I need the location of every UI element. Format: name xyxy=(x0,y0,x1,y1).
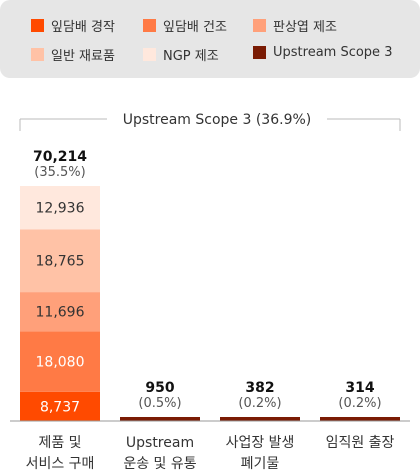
x-tick-label: 폐기물 xyxy=(241,456,280,472)
segment-label: 18,080 xyxy=(36,355,85,371)
x-tick-label: 임직원 출장 xyxy=(326,435,395,451)
legend-swatch xyxy=(253,19,266,32)
bar-percent-label: (0.2%) xyxy=(338,396,381,411)
segment-label: 11,696 xyxy=(36,305,85,321)
legend-swatch xyxy=(253,46,266,59)
legend-swatch xyxy=(143,19,156,32)
x-tick-label: 제품 및 xyxy=(38,435,81,451)
legend-label: 잎담배 경작 xyxy=(51,20,115,35)
legend-item: 판상엽 제조 xyxy=(253,16,337,35)
legend-swatch xyxy=(143,48,156,61)
segment-label: 12,936 xyxy=(36,201,85,217)
legend xyxy=(0,0,420,78)
legend-label: 잎담배 건조 xyxy=(163,20,227,35)
bar-segment xyxy=(20,331,100,392)
bar-segment xyxy=(220,417,300,421)
legend-item: 잎담배 경작 xyxy=(31,16,115,35)
x-tick-label: 사업장 발생 xyxy=(226,435,295,451)
legend-label: 판상엽 제조 xyxy=(273,20,337,35)
segment-label: 18,765 xyxy=(36,254,85,270)
legend-label: NGP 제조 xyxy=(163,49,219,64)
bar-total-label: 950 xyxy=(145,380,174,396)
legend-item: 일반 재료품 xyxy=(31,45,115,64)
legend-swatch xyxy=(31,19,44,32)
x-tick-label: Upstream xyxy=(126,435,194,451)
x-tick-label: 서비스 구매 xyxy=(26,456,95,472)
bar-segment xyxy=(320,417,400,421)
legend-item: Upstream Scope 3 xyxy=(253,45,392,60)
bar-percent-label: (0.2%) xyxy=(238,396,281,411)
legend-item: 잎담배 건조 xyxy=(143,16,227,35)
x-tick-label: 운송 및 유통 xyxy=(123,456,196,472)
legend-label: Upstream Scope 3 xyxy=(273,45,393,60)
bar-segment xyxy=(20,391,100,421)
legend-item: NGP 제조 xyxy=(143,45,219,64)
legend-label: 일반 재료품 xyxy=(51,49,115,64)
bar-segment xyxy=(20,229,100,293)
bracket-label: Upstream Scope 3 (36.9%) xyxy=(123,112,312,128)
bar-segment xyxy=(120,417,200,421)
bar-segment xyxy=(20,186,100,230)
bar-total-label: 70,214 xyxy=(33,149,87,165)
segment-label: 8,737 xyxy=(40,399,80,415)
bar-total-label: 314 xyxy=(345,380,374,396)
bar-percent-label: (35.5%) xyxy=(34,165,85,180)
legend-swatch xyxy=(31,48,44,61)
bar-percent-label: (0.5%) xyxy=(138,396,181,411)
bar-total-label: 382 xyxy=(245,380,274,396)
bar-segment xyxy=(20,292,100,332)
